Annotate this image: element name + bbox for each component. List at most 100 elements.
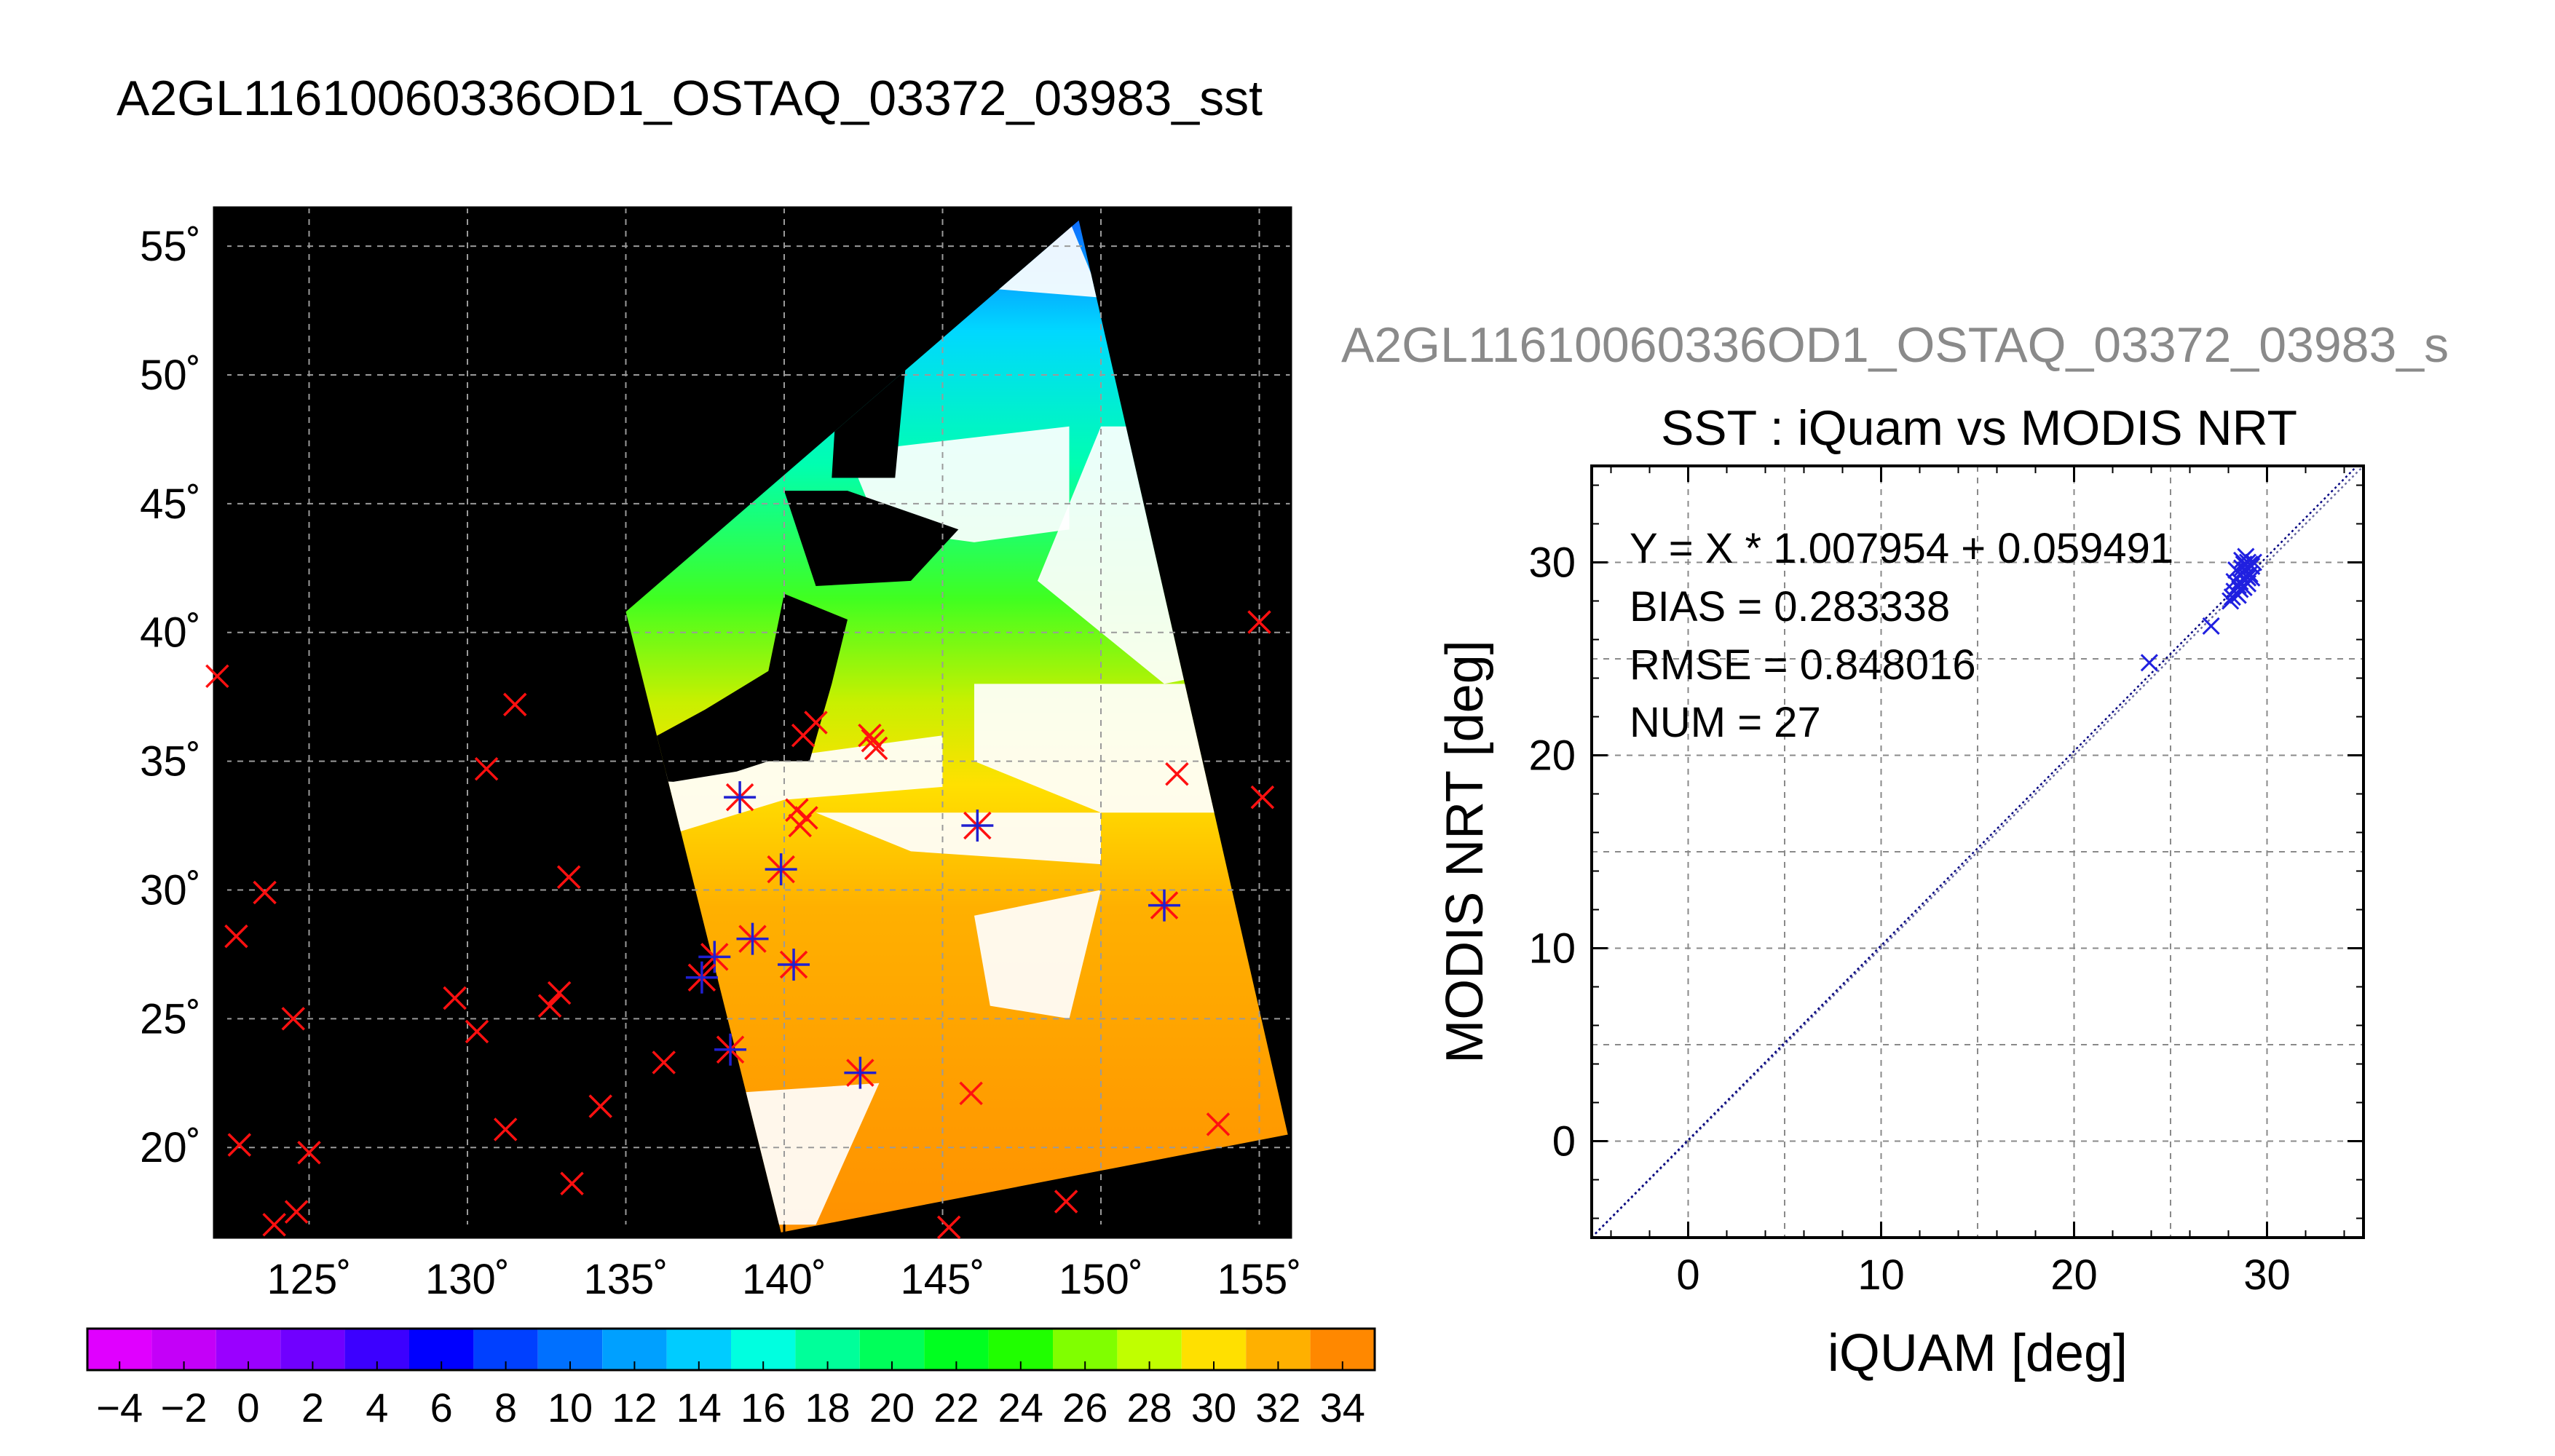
colorbar-tick-label: 2 [301,1385,324,1431]
scatter-xtick-label: 20 [2050,1251,2098,1299]
matched-marker [724,781,757,814]
unmatched-marker [227,1133,252,1157]
matched-marker [698,941,731,973]
colorbar-tick-label: −4 [96,1385,143,1431]
unmatched-marker [474,756,499,781]
stats-bias: BIAS = 0.283338 [1630,583,1950,630]
colorbar: −4 −2 0 2 4 6 8 10 12 14 16 18 20 22 24 26 28 30 32 34 [86,1327,1376,1431]
unmatched-marker [1054,1190,1078,1214]
unmatched-marker [281,1007,305,1031]
unmatched-marker [936,1215,961,1240]
map-gridlines [214,207,1291,1238]
unmatched-marker [1250,785,1275,810]
scatter-ytick-label: 30 [1528,539,1576,587]
scatter-panel: A2GL11610060336OD1_OSTAQ_03372_03983_s S… [1341,317,2449,1382]
unmatched-marker [253,880,277,905]
matched-marker [765,853,797,886]
matched-marker [685,961,718,994]
colorbar-tick-label: 30 [1191,1385,1236,1431]
map-ytick-label: 50˚ [140,352,201,399]
map-ytick-label: 40˚ [140,609,201,657]
colorbar-tick-label: 20 [869,1385,915,1431]
colorbar-tick-label: 26 [1062,1385,1107,1431]
unmatched-marker [503,692,527,716]
map-xtick-label: 125˚ [266,1256,351,1303]
colorbar-tick-label: 8 [494,1385,517,1431]
colorbar-tick-label: −2 [161,1385,208,1431]
scatter-ylabel: MODIS NRT [deg] [1436,640,1494,1064]
scatter-title: SST : iQuam vs MODIS NRT [1661,400,2297,456]
scatter-xtick-label: 0 [1676,1251,1699,1299]
matched-marker [714,1033,747,1066]
matched-marker [736,922,769,955]
colorbar-tick-label: 22 [933,1385,979,1431]
unmatched-marker [858,723,882,748]
unmatched-marker [297,1141,321,1165]
stats-rmse: RMSE = 0.848016 [1630,641,1976,689]
map-xtick-label: 140˚ [742,1256,826,1303]
map-xtick-label: 145˚ [900,1256,984,1303]
colorbar-tick-label: 24 [998,1385,1043,1431]
colorbar-tick-label: 28 [1126,1385,1172,1431]
scatter-ytick-label: 20 [1528,732,1576,780]
colorbar-tick-label: 14 [676,1385,722,1431]
scatter-point [2235,555,2253,574]
map-frame [213,206,1292,1239]
unmatched-marker [262,1213,286,1237]
colorbar-tick-label: 12 [612,1385,657,1431]
unmatched-marker [547,981,572,1005]
unmatched-marker [224,924,248,949]
map-ytick-label: 25˚ [140,995,201,1042]
stats-num: NUM = 27 [1630,699,1821,746]
colorbar-frame [86,1327,1376,1372]
colorbar-tick-label: 18 [805,1385,850,1431]
matched-marker [844,1056,877,1089]
unmatched-marker [1206,1112,1231,1136]
colorbar-tick-label: 32 [1255,1385,1300,1431]
scatter-ytick-label: 10 [1528,925,1576,973]
scatter-title-overlay: A2GL11610060336OD1_OSTAQ_03372_03983_s [1341,317,2449,373]
page-title: A2GL11610060336OD1_OSTAQ_03372_03983_sst [117,71,1263,126]
map-xtick-label: 150˚ [1059,1256,1143,1303]
scatter-point [2222,592,2240,610]
stats-box: Y = X * 1.007954 + 0.059491 BIAS = 0.283… [1630,525,2173,746]
identity-line [1592,466,2364,1238]
colorbar-tick-label: 0 [237,1385,259,1431]
scatter-point [2231,565,2249,583]
scatter-ytick-label: 0 [1552,1118,1576,1166]
colorbar-tick-label: 34 [1320,1385,1365,1431]
unmatched-marker [493,1117,518,1142]
unmatched-marker [794,806,818,830]
scatter-point [2238,574,2257,593]
unmatched-marker [652,1051,676,1075]
map-tick-labels: 125˚ 130˚ 135˚ 140˚ 145˚ 150˚ 155˚ 20˚ 25˚ 30˚ 35˚… [140,223,1301,1303]
map-xtick-label: 135˚ [583,1256,668,1303]
map-ytick-label: 30˚ [140,866,201,914]
scatter-xtick-label: 30 [2243,1251,2291,1299]
unmatched-marker [1165,762,1189,786]
unmatched-marker [959,1081,983,1106]
unmatched-marker [791,723,816,748]
map-markers [205,610,1275,1240]
stats-equation: Y = X * 1.007954 + 0.059491 [1630,525,2173,572]
scatter-xtick-label: 10 [1857,1251,1905,1299]
colorbar-tick-label: 16 [741,1385,786,1431]
map-panel: 125˚ 130˚ 135˚ 140˚ 145˚ 150˚ 155˚ 20˚ 25˚ 30˚ 35˚… [140,206,1302,1303]
map-xtick-label: 155˚ [1217,1256,1301,1303]
unmatched-marker [560,1171,584,1195]
unmatched-marker [556,865,581,889]
scatter-point [2202,617,2220,636]
map-ytick-label: 45˚ [140,480,201,528]
scatter-gridlines [1592,466,2364,1238]
unmatched-marker [861,729,885,753]
scatter-xlabel: iQUAM [deg] [1828,1324,2128,1382]
unmatched-marker [864,736,888,761]
matched-marker [961,810,994,842]
scatter-tick-labels: 0 0 10 10 20 20 30 30 [1528,466,2364,1299]
unmatched-marker [1247,610,1271,634]
scatter-points [2140,547,2263,672]
unmatched-marker [588,1094,612,1118]
matched-marker [1148,889,1180,922]
unmatched-marker [465,1019,489,1044]
